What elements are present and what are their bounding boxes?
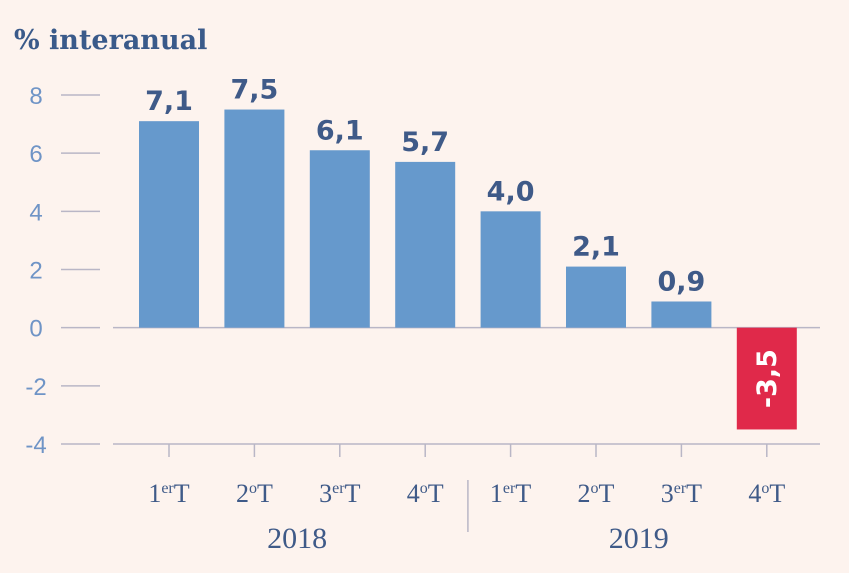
x-tick-label-number: 2 bbox=[578, 479, 591, 508]
bar bbox=[651, 301, 712, 328]
data-label: 7,1 bbox=[145, 86, 193, 117]
y-tick-label: 6 bbox=[29, 141, 42, 168]
data-label: 0,9 bbox=[657, 266, 705, 297]
x-tick-label: 3erT bbox=[661, 479, 702, 508]
x-tick-label-number: 3 bbox=[661, 479, 674, 508]
x-tick-label-number: 1 bbox=[148, 479, 161, 508]
x-tick-label-letter: T bbox=[345, 479, 361, 508]
x-tick-label-superscript: o bbox=[420, 480, 428, 497]
x-tick-label: 2oT bbox=[236, 479, 273, 508]
y-tick-label: -2 bbox=[25, 374, 46, 401]
data-label: 6,1 bbox=[316, 115, 364, 146]
group-label: 2019 bbox=[609, 522, 669, 555]
y-tick-label: -4 bbox=[25, 432, 46, 459]
x-tick-label-superscript: er bbox=[674, 480, 687, 497]
y-tick-label: 0 bbox=[29, 316, 42, 343]
bars: 7,1 7,5 6,1 5,7 4,0 2,1 0,9 -3,5 bbox=[139, 75, 797, 430]
data-label: 5,7 bbox=[401, 127, 449, 158]
x-tick-label-letter: T bbox=[769, 479, 785, 508]
data-label: 2,1 bbox=[572, 232, 620, 263]
x-tick-label-letter: T bbox=[686, 479, 702, 508]
y-tick-label: 8 bbox=[29, 83, 42, 110]
x-tick-label-number: 2 bbox=[236, 479, 249, 508]
x-tick-label-superscript: er bbox=[161, 480, 174, 497]
x-tick-label-superscript: o bbox=[249, 480, 257, 497]
data-label: 7,5 bbox=[230, 75, 278, 106]
x-tick-label-number: 1 bbox=[490, 479, 503, 508]
x-tick-label: 4oT bbox=[748, 479, 785, 508]
x-tick-label: 3erT bbox=[319, 479, 360, 508]
x-tick-label-letter: T bbox=[174, 479, 190, 508]
x-tick-label-number: 4 bbox=[407, 479, 420, 508]
y-axis: 8 6 4 2 0 -2 -4 bbox=[25, 83, 820, 459]
x-tick-label-number: 4 bbox=[748, 479, 761, 508]
x-tick-label: 1erT bbox=[148, 479, 189, 508]
data-label: 4,0 bbox=[487, 176, 535, 207]
x-tick-label-letter: T bbox=[428, 479, 444, 508]
bar bbox=[480, 211, 541, 328]
data-label: -3,5 bbox=[752, 349, 783, 408]
x-tick-label-letter: T bbox=[515, 479, 531, 508]
group-label: 2018 bbox=[267, 522, 327, 555]
x-tick-label-number: 3 bbox=[319, 479, 332, 508]
x-tick-label: 2oT bbox=[578, 479, 615, 508]
bar bbox=[309, 150, 370, 328]
x-tick-label-superscript: er bbox=[503, 480, 516, 497]
bar bbox=[395, 161, 456, 328]
y-tick-label: 4 bbox=[29, 199, 42, 226]
x-tick-label-superscript: o bbox=[591, 480, 599, 497]
x-tick-label: 1erT bbox=[490, 479, 531, 508]
bar bbox=[139, 121, 199, 328]
x-tick-label-letter: T bbox=[599, 479, 615, 508]
bar bbox=[736, 327, 797, 430]
x-tick-label: 4oT bbox=[407, 479, 444, 508]
x-tick-label-letter: T bbox=[257, 479, 273, 508]
x-tick-label-superscript: er bbox=[332, 480, 345, 497]
y-tick-label: 2 bbox=[29, 258, 42, 285]
bar bbox=[224, 109, 285, 328]
chart-title: % interanual bbox=[14, 25, 207, 56]
x-tick-label-superscript: o bbox=[761, 480, 769, 497]
bar bbox=[566, 266, 626, 328]
